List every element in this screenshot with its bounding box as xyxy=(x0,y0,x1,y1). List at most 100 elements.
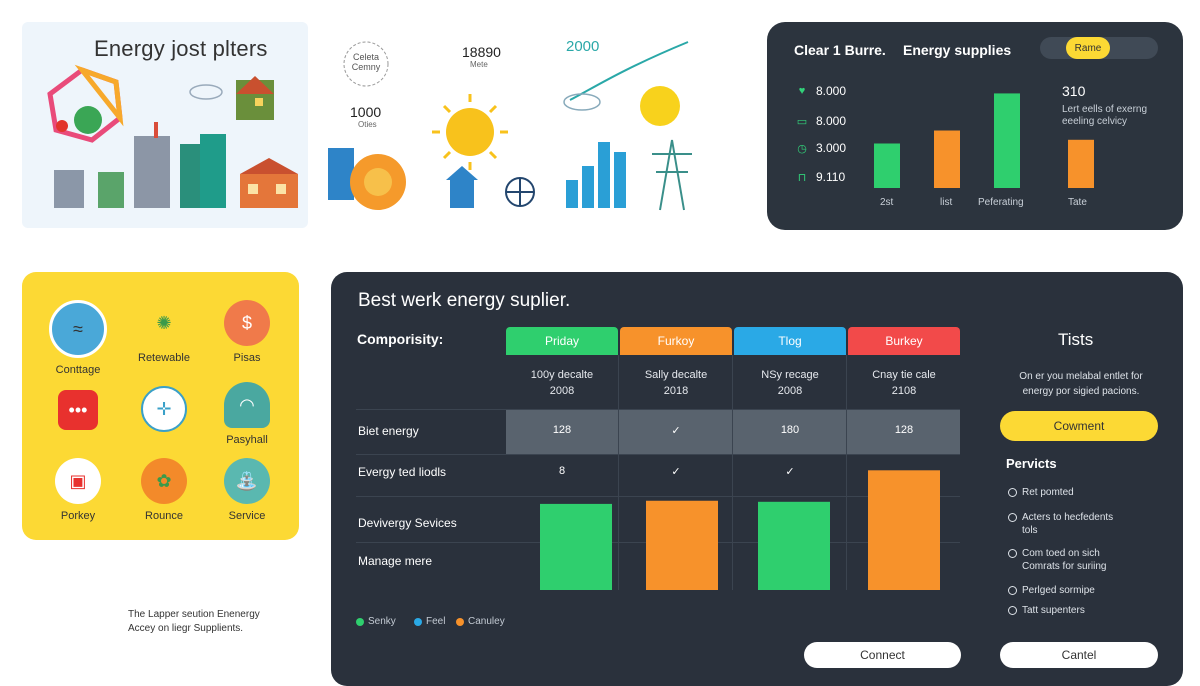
side-panel-title: Tists xyxy=(1058,330,1094,349)
column-tab-burkey[interactable]: Burkey xyxy=(848,327,960,355)
column-tab-tlog[interactable]: Tlog xyxy=(734,327,846,355)
service-item-pisas[interactable]: $ Pisas xyxy=(207,300,287,364)
stats-note-text: Lert eells of exerng eeeling celvicy xyxy=(1062,104,1148,127)
stats-bar-2 xyxy=(994,93,1020,188)
radio-icon xyxy=(1008,549,1017,558)
comment-button[interactable]: Cowment xyxy=(1000,411,1158,441)
service-item-porkey[interactable]: ▣ Porkey xyxy=(38,458,118,522)
cloud-icon-2 xyxy=(563,93,601,111)
building-blue-icon xyxy=(328,148,354,200)
stats-bar-label-3: Tate xyxy=(1068,197,1087,208)
column-sub-line: Cnay tie cale xyxy=(872,369,936,381)
service-item-compass[interactable]: ✛ xyxy=(124,386,204,438)
row-label-devivergy: Devivergy Sevices xyxy=(358,516,457,530)
column-sub-year: 2018 xyxy=(663,385,689,397)
column-tab-furkoy[interactable]: Furkoy xyxy=(620,327,732,355)
energy-illustration xyxy=(328,41,692,211)
stat-row-3: ◷ 3.000 xyxy=(796,141,846,155)
column-sub-year: 2008 xyxy=(549,385,575,397)
city-illustration xyxy=(47,64,298,208)
service-item-hex[interactable]: ••• xyxy=(38,390,118,436)
service-item-service[interactable]: ⛲ Service xyxy=(207,458,287,522)
column-sub-year: 2108 xyxy=(891,385,917,397)
stats-bar-label-0: 2st xyxy=(880,197,894,208)
list-item-label: Tatt supenters xyxy=(1022,605,1085,616)
legend-item-senky: Senky xyxy=(356,616,396,627)
highlighted-row xyxy=(506,410,960,454)
red-hexagon-icon: ••• xyxy=(58,390,98,430)
toggle-option-rame[interactable]: Rame xyxy=(1066,37,1110,59)
list-item[interactable]: Tatt supenters xyxy=(1008,604,1085,617)
list-item[interactable]: Com toed on sich Comrats for suriing xyxy=(1008,547,1128,573)
service-item-rounce[interactable]: ✿ Rounce xyxy=(124,458,204,522)
coin-gear-icon: $ xyxy=(224,300,270,346)
comparison-label: Comporisity: xyxy=(357,331,444,347)
list-item[interactable]: Acters to hecfedents tols xyxy=(1008,511,1128,537)
illustration-title: Energy jost plters xyxy=(94,36,268,61)
list-item-label: Acters to hecfedents tols xyxy=(1022,512,1114,536)
fountain-icon: ⛲ xyxy=(224,458,270,504)
stats-note-value: 310 xyxy=(1062,83,1086,99)
grid-line xyxy=(356,496,960,497)
service-item-pasyhall[interactable]: ◠ Pasyhall xyxy=(207,382,287,446)
comparison-bar-0 xyxy=(540,503,612,590)
building-icon xyxy=(54,170,84,208)
list-item[interactable]: Ret pomted xyxy=(1008,486,1074,499)
lock-icon: ⊓ xyxy=(797,171,807,184)
stat-value: 8.000 xyxy=(816,114,847,128)
service-item-retewable[interactable]: ✺ Retewable xyxy=(124,300,204,365)
stat-value: 9.110 xyxy=(816,170,846,184)
row-label-manage: Manage mere xyxy=(358,554,433,568)
radio-icon xyxy=(1008,488,1017,497)
column-sub-furkoy: Sally decalte 2018 xyxy=(620,367,732,399)
grid-vline xyxy=(732,355,733,590)
service-label: Retewable xyxy=(138,352,190,364)
footnote-line-2: Accey on liegr Supplients. xyxy=(128,623,244,634)
service-item-conttage[interactable]: ≈ Conttage xyxy=(38,300,118,376)
power-tower-icon xyxy=(652,139,692,211)
stat-row-2: ▭ 8.000 xyxy=(796,114,846,128)
legend-item-feel: Feel xyxy=(414,616,445,627)
fruit-icon: ✿ xyxy=(141,458,187,504)
cloud-icon xyxy=(189,84,223,100)
heart-icon: ♥ xyxy=(798,85,806,97)
service-label: Porkey xyxy=(60,510,96,522)
cancel-button[interactable]: Cantel xyxy=(1000,642,1158,668)
column-sub-burkey: Cnay tie cale 2108 xyxy=(848,367,960,399)
connect-button[interactable]: Connect xyxy=(804,642,961,668)
cell: 128 xyxy=(894,424,914,436)
house-blue-icon xyxy=(450,178,474,208)
cell: ✓ xyxy=(785,466,795,478)
cell: 128 xyxy=(552,424,572,436)
cell: ✓ xyxy=(671,425,681,437)
stats-bar-chart xyxy=(874,93,1094,188)
stat-value: 8.000 xyxy=(816,84,847,98)
stats-bar-3 xyxy=(1068,139,1094,188)
radio-icon xyxy=(1008,586,1017,595)
comparison-bar-1 xyxy=(646,500,718,590)
list-item-label: Perlged sormipe xyxy=(1022,585,1095,596)
stats-bar-0 xyxy=(874,143,900,188)
year-label: 2000 xyxy=(566,38,600,55)
grid-vline xyxy=(618,355,619,590)
column-sub-line: Sally decalte xyxy=(644,369,708,381)
toggle-option-3[interactable] xyxy=(1114,37,1134,59)
grid-line xyxy=(356,454,960,455)
toggle-option-1[interactable] xyxy=(1044,37,1064,59)
row-label-biet-energy: Biet energy xyxy=(358,424,419,438)
legend-label: Senky xyxy=(368,616,396,627)
toggle-option-4[interactable] xyxy=(1136,37,1156,59)
legend-dot-icon xyxy=(456,617,464,626)
stats-title-1: Clear 1 Burre. xyxy=(794,42,886,58)
service-label: Pisas xyxy=(233,352,261,364)
list-item[interactable]: Perlged sormipe xyxy=(1008,584,1095,597)
stat-value: 3.000 xyxy=(816,141,847,155)
stat-number-1: 18890 xyxy=(462,44,501,60)
water-globe-icon: ≈ xyxy=(49,300,107,358)
column-tab-priday[interactable]: Priday xyxy=(506,327,618,355)
row-label-evergy-ted: Evergy ted liodls xyxy=(358,465,447,479)
comparison-bar-chart xyxy=(540,470,940,590)
truck-icon: ▣ xyxy=(55,458,101,504)
growth-bar-icon xyxy=(566,180,578,208)
pervicts-title: Pervicts xyxy=(1006,456,1057,471)
